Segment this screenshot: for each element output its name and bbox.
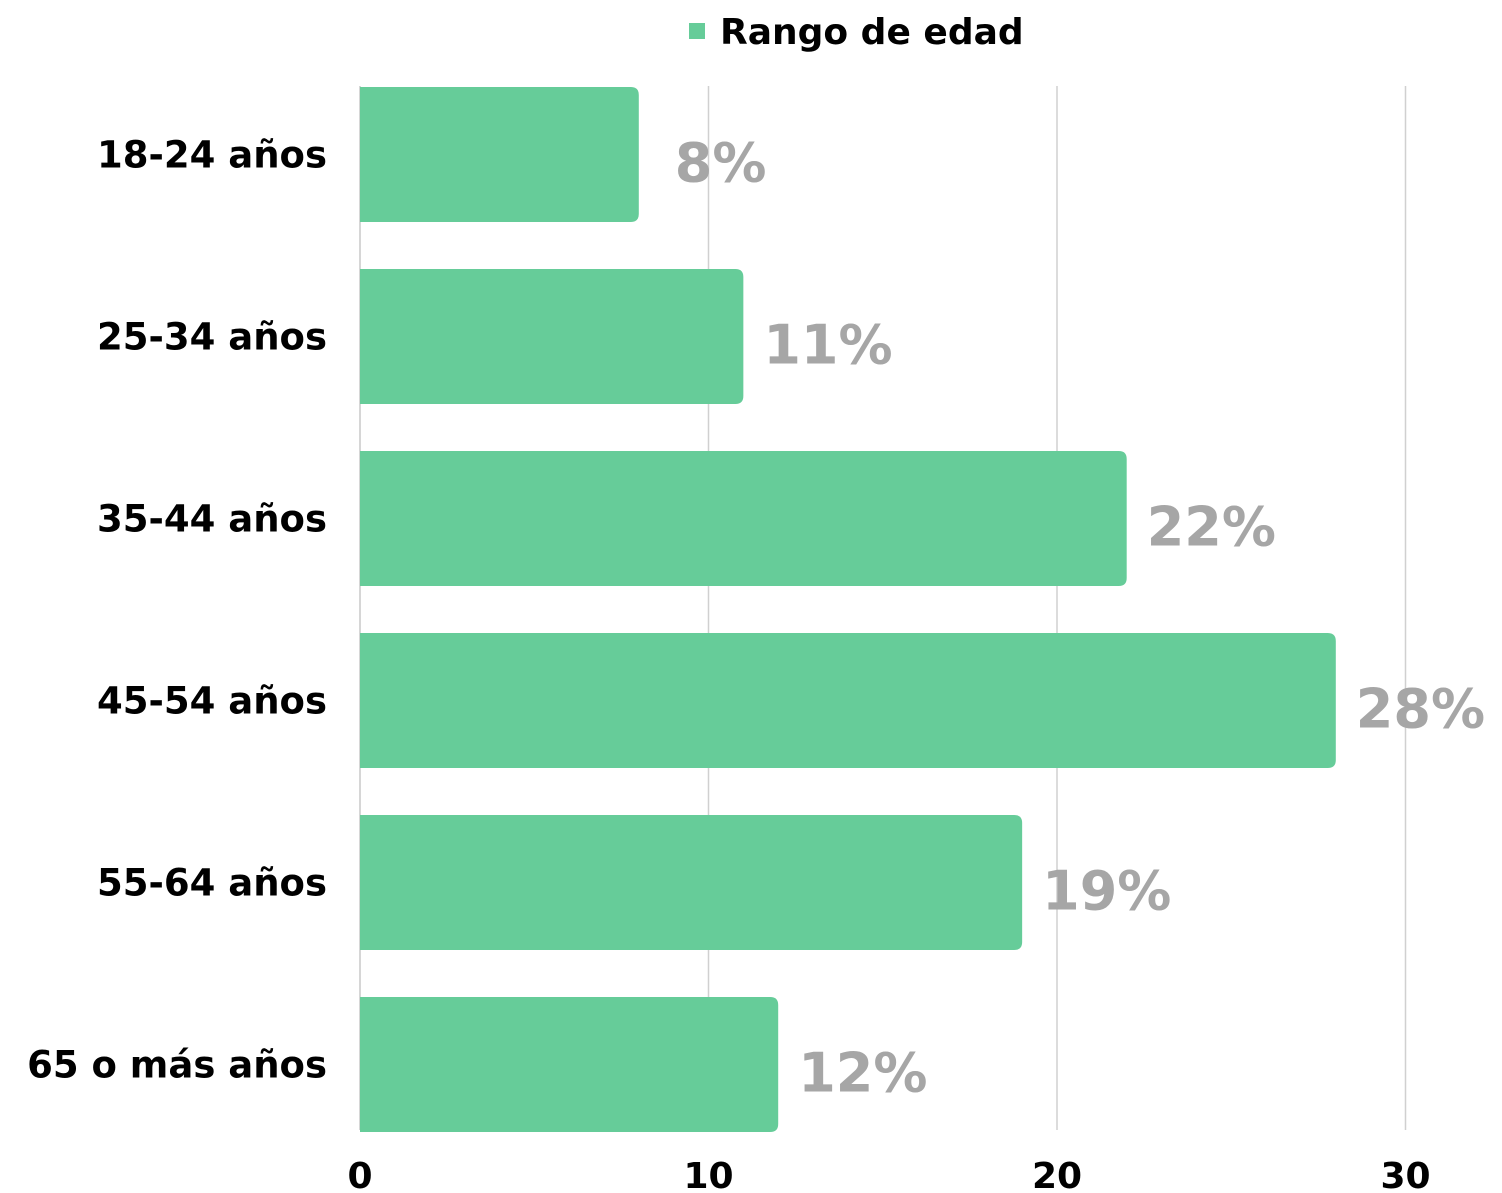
x-tick-label: 20 (1032, 1156, 1082, 1193)
data-label: 22% (1147, 496, 1276, 559)
data-label: 19% (1042, 860, 1171, 923)
bar-2 (360, 451, 1127, 586)
category-label: 18-24 años (97, 134, 327, 177)
data-label: 8% (675, 132, 767, 195)
data-label: 28% (1356, 678, 1485, 741)
bar-0 (360, 87, 639, 222)
x-tick-label: 0 (347, 1156, 372, 1193)
bar-4 (360, 815, 1023, 950)
x-tick-label: 10 (683, 1156, 733, 1193)
x-axis-tick-labels: 0 10 20 30 (347, 1156, 1430, 1193)
data-label: 11% (763, 314, 892, 377)
data-label: 12% (798, 1042, 927, 1105)
bar-5 (360, 997, 779, 1132)
category-label: 45-54 años (97, 680, 327, 723)
bars (360, 87, 1336, 1132)
category-label: 25-34 años (97, 316, 327, 359)
bar-1 (360, 269, 744, 404)
category-label: 55-64 años (97, 862, 327, 905)
category-label: 65 o más años (27, 1044, 327, 1087)
bar-3 (360, 633, 1336, 768)
x-tick-label: 30 (1380, 1156, 1430, 1193)
legend-swatch (689, 23, 705, 39)
category-label: 35-44 años (97, 498, 327, 541)
legend: Rango de edad (689, 12, 1024, 53)
category-labels: 18-24 años 25-34 años 35-44 años 45-54 años… (27, 134, 327, 1087)
legend-label: Rango de edad (720, 12, 1024, 53)
data-labels: 8% 11% 22% 28% 19% 12% (675, 132, 1485, 1105)
gridlines (359, 86, 1407, 1130)
